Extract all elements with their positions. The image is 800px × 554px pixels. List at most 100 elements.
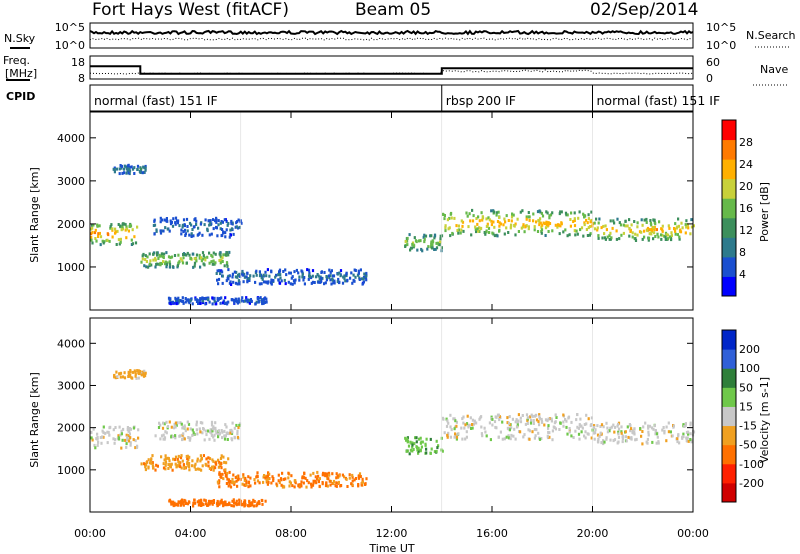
- power-echo-cell: [227, 274, 230, 278]
- power-echo-cell: [282, 270, 285, 273]
- power-echo-cell: [685, 225, 688, 229]
- velocity-echo-cell: [121, 438, 124, 442]
- power-echo-cell: [318, 277, 321, 281]
- velocity-echo-cell: [125, 433, 128, 437]
- velocity-echo-cell: [162, 437, 165, 441]
- velocity-echo-cell: [466, 414, 469, 418]
- colorbar-swatch: [722, 330, 736, 350]
- velocity-echo-cell: [527, 416, 530, 420]
- colorbar-swatch: [722, 444, 736, 465]
- power-echo-cell: [523, 230, 526, 234]
- y-tick-label: 3000: [57, 379, 85, 392]
- power-echo-cell: [358, 278, 361, 281]
- power-echo-cell: [255, 269, 258, 273]
- power-echo-cell: [435, 246, 439, 250]
- power-echo-cell: [496, 234, 499, 238]
- velocity-echo-cell: [602, 439, 605, 443]
- velocity-echo-cell: [167, 463, 170, 467]
- power-echo-cell: [631, 231, 634, 235]
- power-echo-cell: [125, 227, 129, 231]
- velocity-echo-cell: [173, 426, 176, 430]
- power-echo-cell: [622, 223, 625, 227]
- velocity-echo-cell: [225, 482, 228, 485]
- velocity-echo-cell: [186, 457, 189, 461]
- velocity-echo-cell: [241, 482, 244, 486]
- power-echo-cell: [596, 226, 599, 230]
- velocity-echo-cell: [689, 438, 692, 441]
- power-echo-cell: [199, 265, 202, 269]
- power-echo-cell: [173, 254, 177, 257]
- velocity-echo-cell: [208, 467, 211, 470]
- power-echo-cell: [320, 270, 323, 274]
- velocity-echo-cell: [321, 481, 324, 484]
- velocity-echo-cell: [265, 478, 268, 482]
- velocity-echo-cell: [123, 376, 127, 380]
- velocity-echo-cell: [576, 413, 579, 417]
- velocity-echo-cell: [165, 431, 168, 435]
- power-echo-cell: [601, 236, 604, 240]
- velocity-echo-cell: [175, 502, 178, 506]
- velocity-echo-cell: [465, 435, 468, 439]
- nsky-tick-top: 10^5: [55, 21, 85, 34]
- power-echo-cell: [294, 278, 297, 282]
- velocity-echo-cell: [158, 421, 161, 425]
- velocity-echo-cell: [449, 425, 452, 429]
- velocity-echo-cell: [676, 437, 679, 441]
- velocity-echo-cell: [647, 430, 650, 434]
- power-echo-cell: [333, 281, 336, 285]
- velocity-echo-cell: [131, 376, 134, 380]
- velocity-echo-cell: [201, 431, 204, 435]
- power-echo-cell: [634, 232, 637, 236]
- power-echo-cell: [204, 258, 207, 262]
- velocity-echo-cell: [203, 498, 206, 502]
- velocity-echo-cell: [102, 435, 105, 439]
- colorbar-frame: [721, 329, 737, 503]
- velocity-echo-cell: [489, 438, 492, 442]
- power-echo-cell: [537, 218, 540, 222]
- velocity-echo-cell: [685, 436, 688, 440]
- velocity-echo-cell: [180, 454, 183, 458]
- power-echo-cell: [336, 272, 339, 276]
- velocity-echo-cell: [201, 464, 204, 468]
- velocity-echo-cell: [594, 428, 597, 432]
- velocity-echo-cell: [312, 481, 315, 485]
- power-echo-cell: [153, 219, 156, 223]
- velocity-echo-cell: [627, 435, 630, 439]
- velocity-echo-cell: [186, 427, 189, 431]
- velocity-echo-cell: [211, 502, 214, 506]
- velocity-echo-cell: [612, 423, 615, 427]
- velocity-echo-cell: [567, 416, 570, 420]
- velocity-echo-cell: [406, 439, 409, 443]
- power-echo-cell: [406, 243, 409, 247]
- power-echo-cell: [209, 219, 212, 223]
- velocity-echo-cell: [311, 483, 315, 487]
- power-echo-cell: [453, 216, 456, 220]
- velocity-echo-cell: [480, 432, 483, 436]
- power-echo-cell: [246, 298, 249, 302]
- power-echo-cell: [590, 210, 593, 214]
- velocity-echo-cell: [162, 462, 165, 466]
- velocity-echo-cell: [198, 467, 201, 471]
- velocity-echo-cell: [92, 427, 95, 431]
- velocity-echo-cell: [164, 454, 167, 458]
- power-echo-cell: [231, 272, 234, 276]
- power-echo-cell: [166, 227, 169, 231]
- power-echo-cell: [221, 270, 224, 274]
- velocity-echo-cell: [533, 428, 536, 431]
- power-echo-cell: [511, 212, 514, 216]
- velocity-echo-cell: [216, 504, 219, 508]
- power-echo-cell: [446, 218, 449, 222]
- velocity-echo-cell: [483, 426, 486, 430]
- power-echo-cell: [435, 241, 438, 245]
- velocity-echo-cell: [574, 429, 577, 433]
- power-echo-cell: [154, 265, 157, 269]
- velocity-echo-cell: [138, 372, 141, 375]
- velocity-echo-cell: [337, 480, 340, 484]
- x-tick-label: 00:00: [677, 527, 709, 540]
- power-echo-cell: [649, 231, 652, 235]
- velocity-echo-cell: [134, 446, 137, 450]
- velocity-echo-cell: [170, 434, 173, 438]
- power-echo-cell: [128, 169, 132, 173]
- velocity-echo-cell: [465, 430, 468, 434]
- colorbar-tick-label: -200: [739, 477, 764, 490]
